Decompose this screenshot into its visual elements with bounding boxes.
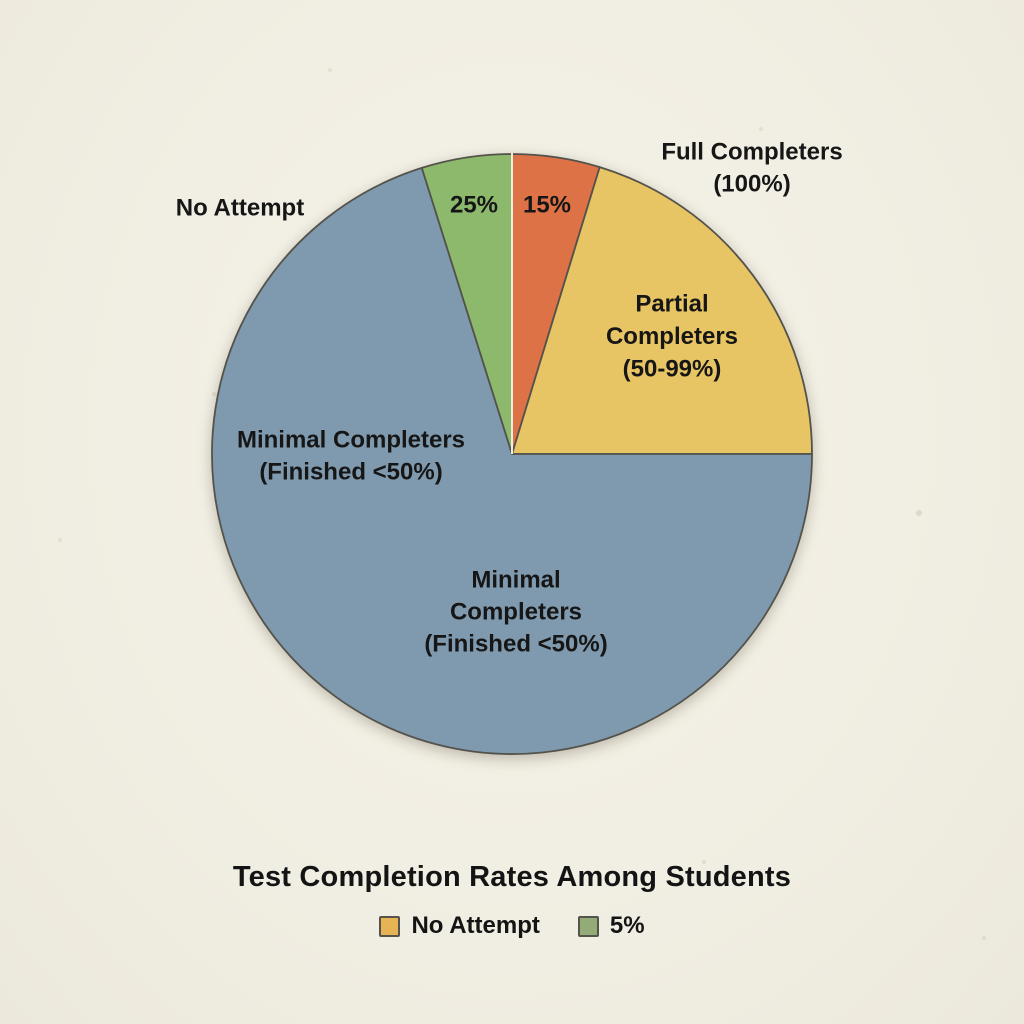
- partial-completers-label: Partial Completers (50-99%): [606, 290, 738, 382]
- paper-speck: [212, 392, 216, 396]
- chart-title: Test Completion Rates Among Students: [232, 861, 792, 893]
- legend-label-no-attempt: No Attempt: [411, 912, 540, 939]
- pie-group: [211, 153, 813, 755]
- minimal-completers-inner-label: Minimal Completers (Finished <50%): [424, 566, 607, 657]
- minimal-completers-outer-label: Minimal Completers (Finished <50%): [237, 426, 465, 485]
- orange-value-label: 15%: [523, 191, 571, 218]
- pie-slice-blue-minimal-completers: [211, 167, 813, 755]
- legend-item-5pct: 5%: [577, 912, 645, 940]
- pie-slice-yellow-partial-completers: [511, 166, 813, 455]
- legend-swatch-no-attempt: [379, 915, 401, 937]
- green-value-label: 25%: [450, 191, 498, 218]
- no-attempt-callout: No Attempt: [176, 194, 304, 221]
- paper-speck: [982, 936, 986, 940]
- full-completers-callout: Full Completers (100%): [661, 138, 842, 197]
- paper-speck: [916, 510, 922, 516]
- paper-speck: [328, 68, 332, 72]
- legend-swatch-5pct: [577, 915, 599, 937]
- paper-speck: [759, 127, 763, 131]
- legend-item-no-attempt: No Attempt: [379, 912, 540, 940]
- paper-speck: [702, 860, 706, 864]
- legend-label-5pct: 5%: [609, 912, 645, 939]
- chart-legend: No Attempt 5%: [0, 912, 1024, 940]
- paper-speck: [58, 538, 62, 542]
